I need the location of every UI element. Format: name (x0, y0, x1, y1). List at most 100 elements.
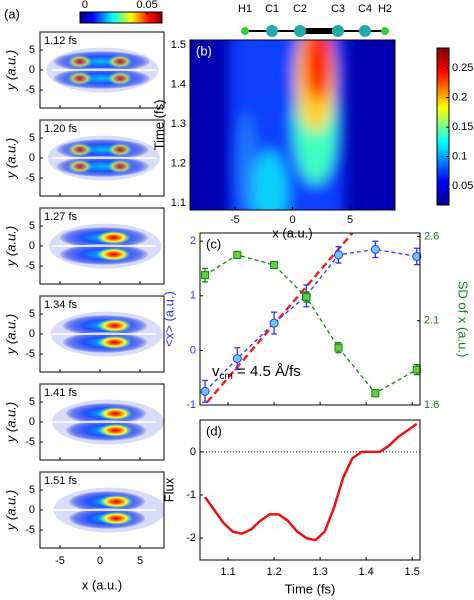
x-tick-label: 5 (137, 555, 143, 567)
density-peak (107, 159, 133, 174)
marker (302, 293, 311, 302)
y-tick-label: 0 (190, 344, 196, 356)
marker (200, 386, 210, 396)
y-tick-label: 0 (29, 328, 35, 340)
colorbar-tick-label: 0.2 (452, 91, 467, 103)
panel-label: (b) (196, 43, 212, 58)
density (251, 151, 288, 210)
density-peak (67, 71, 93, 86)
panel-time: 1.34 fs (44, 299, 78, 311)
y-tick-label: 0 (29, 240, 35, 252)
y-tick-label: -2 (186, 532, 196, 544)
panel-label: (d) (206, 423, 222, 438)
heatmap-panel (40, 120, 164, 196)
heatmap (190, 40, 395, 210)
panel-time: 1.12 fs (44, 35, 78, 47)
y2-tick-label: 2.6 (424, 230, 439, 242)
x-tick-label: -5 (230, 214, 240, 226)
atom-label: C4 (358, 3, 372, 15)
colorbar-tick-label: 0.05 (452, 180, 473, 192)
density-peak (107, 71, 133, 86)
y-tick-label: 1.1 (171, 197, 186, 209)
colorbar-tick-label: 0 (82, 0, 88, 11)
marker (334, 343, 343, 352)
marker (232, 354, 242, 364)
heatmap-panel (40, 208, 164, 284)
plot-frame (199, 232, 421, 406)
colorbar (79, 11, 163, 24)
y-tick-label: -1 (186, 489, 196, 501)
plot (203, 233, 418, 405)
marker (371, 389, 380, 398)
x-tick-label: 1.4 (359, 566, 374, 578)
y-axis-label: y (a.u.) (3, 402, 18, 443)
marker (334, 250, 344, 260)
y-axis-label: y (a.u.) (3, 226, 18, 267)
marker (233, 250, 242, 259)
y-tick-label: -1 (186, 399, 196, 411)
density-peak (96, 318, 133, 333)
marker (269, 318, 279, 328)
density-peak (67, 159, 93, 174)
y-axis-label: Time (fs) (151, 100, 166, 151)
atom-label: H2 (378, 3, 392, 15)
heatmap-panel (40, 32, 164, 108)
marker (412, 365, 421, 374)
heatmap-panel (40, 384, 164, 460)
atom-label: C1 (265, 3, 279, 15)
marker (370, 244, 380, 254)
panel-label: (a) (4, 6, 20, 21)
molecule (241, 25, 389, 37)
annotation-rest: = 4.5 Å/fs (233, 363, 301, 380)
atom-label: H1 (238, 3, 252, 15)
density-peak (98, 511, 134, 526)
y-axis-label: y (a.u.) (3, 314, 18, 355)
panel-time: 1.51 fs (44, 475, 78, 487)
colorbar-tick-label: 0.25 (452, 62, 473, 74)
colorbar-tick-label: 0.1 (452, 151, 467, 163)
y-tick-label: 0 (29, 152, 35, 164)
y-tick-label: 5 (29, 484, 35, 496)
marker (270, 261, 279, 270)
panel-time: 1.20 fs (44, 123, 78, 135)
marker (201, 271, 210, 280)
colorbar-tick-label: 0.05 (136, 0, 157, 11)
annotation-sub: cm (220, 371, 233, 382)
series-line (204, 422, 418, 542)
density-peak (98, 494, 134, 509)
y-tick-label: 2 (190, 235, 196, 247)
density (303, 40, 332, 101)
x-tick-label: 1.5 (405, 566, 420, 578)
y2-tick-label: 2.1 (424, 315, 439, 327)
plot (200, 422, 420, 542)
atom-label: C3 (331, 3, 345, 15)
density-peak (67, 54, 93, 69)
y-tick-label: 5 (29, 396, 35, 408)
y-tick-label: 0 (29, 416, 35, 428)
y-tick-label: 5 (29, 308, 35, 320)
x-tick-label: 1.3 (312, 566, 327, 578)
y-tick-label: -5 (25, 348, 35, 360)
y-tick-label: 1.4 (171, 78, 186, 90)
y-tick-label: 0 (29, 504, 35, 516)
y-axis-label: y (a.u.) (3, 50, 18, 91)
x-axis-label: x (a.u.) (82, 577, 122, 592)
y-tick-label: -5 (25, 524, 35, 536)
y-axis-label: Flux (161, 477, 176, 502)
y-axis-label: <x> (a.u.) (161, 291, 176, 347)
y-tick-label: -5 (25, 260, 35, 272)
y-tick-label: 5 (29, 220, 35, 232)
panel-time: 1.41 fs (44, 387, 78, 399)
colorbar (436, 47, 450, 206)
density-peak (67, 142, 93, 157)
x-axis-label: Time (fs) (285, 581, 336, 596)
marker (412, 251, 422, 261)
panel-time: 1.27 fs (44, 211, 78, 223)
atom-label: C2 (293, 3, 307, 15)
density-peak (96, 230, 132, 245)
y-tick-label: 1.5 (171, 39, 186, 51)
y-tick-label: 0 (190, 446, 196, 458)
density-peak (96, 247, 132, 262)
y2-axis-label: SD of x (a.u.) (456, 281, 471, 358)
